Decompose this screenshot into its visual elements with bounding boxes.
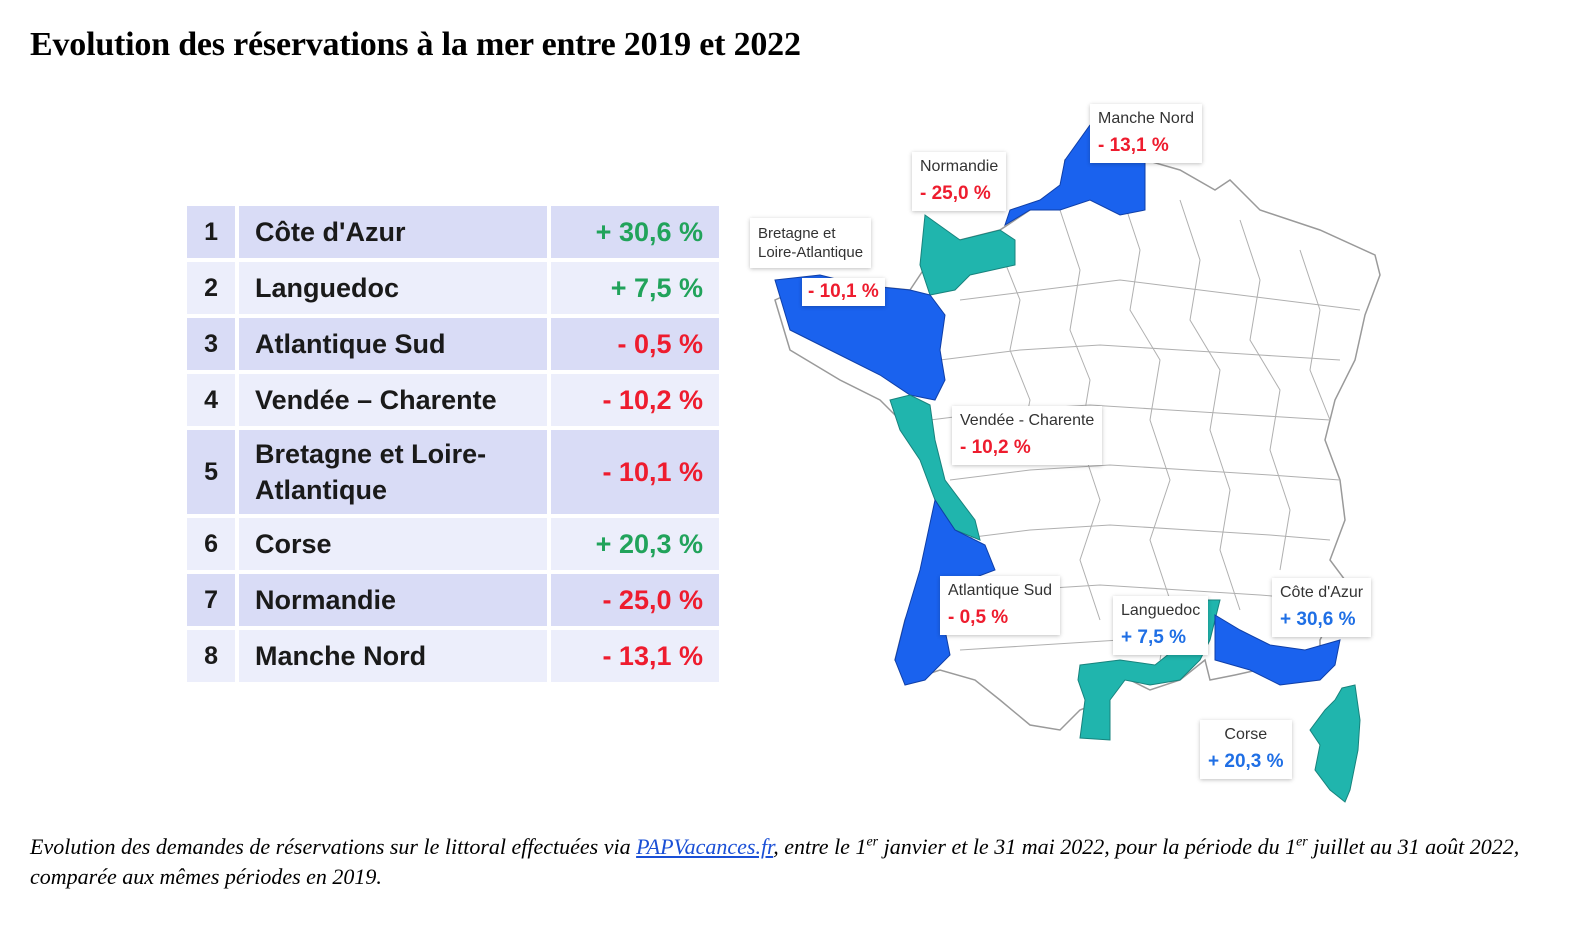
- label-normandie-value: - 25,0 %: [920, 183, 991, 204]
- ranking-row: 1 Côte d'Azur + 30,6 %: [187, 206, 719, 262]
- ranking-region-name: Atlantique Sud: [239, 318, 551, 374]
- ranking-value: - 0,5 %: [550, 318, 719, 374]
- ranking-rank: 6: [187, 518, 240, 574]
- label-corse: Corse + 20,3 %: [1200, 720, 1292, 779]
- ranking-region-name: Languedoc: [239, 262, 551, 318]
- label-vendee: Vendée - Charente - 10,2 %: [952, 406, 1103, 465]
- papvacances-link[interactable]: PAPVacances.fr: [636, 834, 774, 859]
- ranking-rank: 4: [187, 374, 240, 430]
- ranking-value: + 30,6 %: [550, 206, 719, 262]
- ranking-table: 1 Côte d'Azur + 30,6 % 2 Languedoc + 7,5 % 3 At…: [187, 206, 719, 686]
- ranking-value: - 13,1 %: [550, 630, 719, 686]
- ranking-row: 2 Languedoc + 7,5 %: [187, 262, 719, 318]
- label-vendee-name: Vendée - Charente: [960, 412, 1095, 429]
- label-cote-azur: Côte d'Azur + 30,6 %: [1272, 578, 1372, 637]
- footnote-part4: juillet au 31 août 2022, comparée aux mê…: [30, 834, 1520, 889]
- label-corse-name: Corse: [1224, 726, 1268, 743]
- label-vendee-value: - 10,2 %: [960, 437, 1031, 458]
- label-atlantique-sud: Atlantique Sud - 0,5 %: [940, 576, 1061, 635]
- label-corse-value: + 20,3 %: [1208, 751, 1284, 772]
- ranking-value: - 25,0 %: [550, 574, 719, 630]
- label-bretagne-line2: Loire-Atlantique: [758, 244, 864, 261]
- label-languedoc-name: Languedoc: [1121, 602, 1201, 619]
- label-atlantique-sud-value: - 0,5 %: [948, 607, 1009, 628]
- ranking-region-name: Normandie: [239, 574, 551, 630]
- label-languedoc: Languedoc + 7,5 %: [1113, 596, 1209, 655]
- label-normandie: Normandie - 25,0 %: [912, 152, 1007, 211]
- ranking-value: - 10,2 %: [550, 374, 719, 430]
- ranking-rank: 7: [187, 574, 240, 630]
- footnote-part2: , entre le 1: [773, 834, 867, 859]
- ranking-rank: 5: [187, 430, 240, 518]
- ranking-row: 8 Manche Nord - 13,1 %: [187, 630, 719, 686]
- france-map: Manche Nord - 13,1 % Normandie - 25,0 % …: [750, 100, 1420, 820]
- region-normandie: [919, 214, 1016, 296]
- label-bretagne-value-box: - 10,1 %: [802, 278, 885, 306]
- footnote-sup1: er: [866, 834, 879, 850]
- ranking-row: 5 Bretagne et Loire-Atlantique - 10,1 %: [187, 430, 719, 518]
- ranking-value: + 20,3 %: [550, 518, 719, 574]
- label-bretagne-value: - 10,1 %: [808, 281, 879, 302]
- label-manche-nord-value: - 13,1 %: [1098, 135, 1169, 156]
- ranking-rank: 3: [187, 318, 240, 374]
- footnote-sup2: er: [1296, 834, 1308, 850]
- region-cote-azur: [1214, 614, 1341, 686]
- region-vendee: [889, 394, 981, 541]
- ranking-region-name: Corse: [239, 518, 551, 574]
- ranking-rank: 2: [187, 262, 240, 318]
- footnote-part1: Evolution des demandes de réservations s…: [30, 834, 637, 859]
- label-atlantique-sud-name: Atlantique Sud: [948, 582, 1053, 599]
- ranking-region-name: Bretagne et Loire-Atlantique: [239, 430, 551, 518]
- label-languedoc-value: + 7,5 %: [1121, 627, 1186, 648]
- ranking-row: 6 Corse + 20,3 %: [187, 518, 719, 574]
- label-manche-nord-name: Manche Nord: [1098, 110, 1195, 127]
- ranking-rank: 8: [187, 630, 240, 686]
- ranking-region-name: Côte d'Azur: [239, 206, 551, 262]
- label-bretagne: Bretagne et Loire-Atlantique: [750, 218, 872, 268]
- ranking-row: 7 Normandie - 25,0 %: [187, 574, 719, 630]
- ranking-rank: 1: [187, 206, 240, 262]
- region-corse: [1309, 684, 1361, 803]
- label-cote-azur-value: + 30,6 %: [1280, 609, 1356, 630]
- ranking-row: 4 Vendée – Charente - 10,2 %: [187, 374, 719, 430]
- label-normandie-name: Normandie: [920, 158, 999, 175]
- label-cote-azur-name: Côte d'Azur: [1280, 584, 1364, 601]
- ranking-region-name: Manche Nord: [239, 630, 551, 686]
- footnote-part3: janvier et le 31 mai 2022, pour la pério…: [878, 834, 1297, 859]
- ranking-row: 3 Atlantique Sud - 0,5 %: [187, 318, 719, 374]
- label-manche-nord: Manche Nord - 13,1 %: [1090, 104, 1203, 163]
- ranking-region-name: Vendée – Charente: [239, 374, 551, 430]
- footnote: Evolution des demandes de réservations s…: [30, 832, 1560, 892]
- page-title: Evolution des réservations à la mer entr…: [30, 26, 801, 63]
- ranking-value: - 10,1 %: [550, 430, 719, 518]
- label-bretagne-line1: Bretagne et: [758, 225, 836, 242]
- ranking-value: + 7,5 %: [550, 262, 719, 318]
